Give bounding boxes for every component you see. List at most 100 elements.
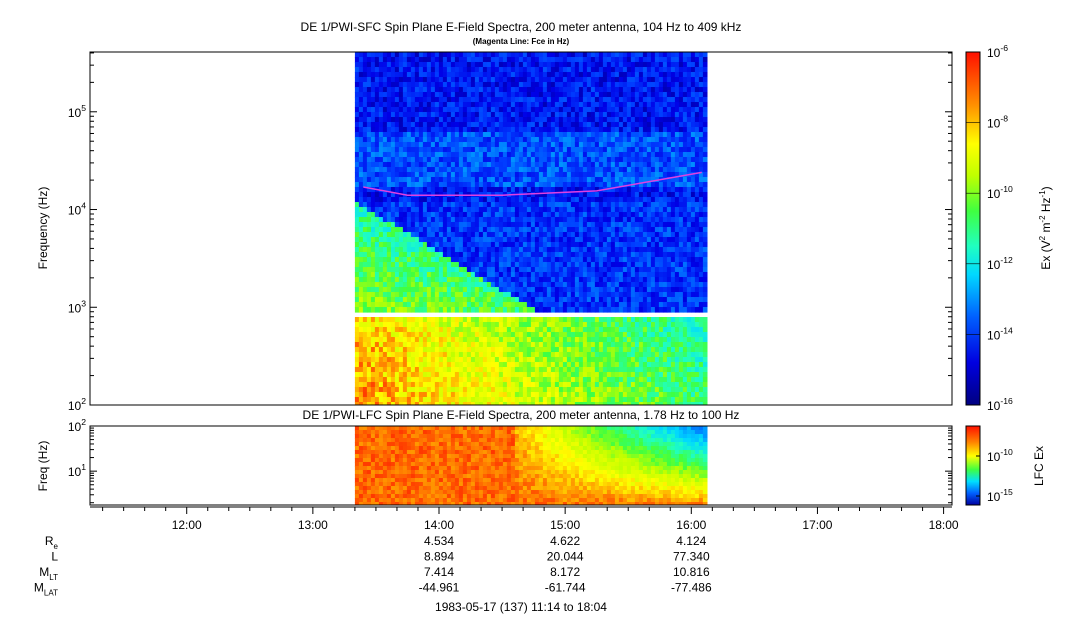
top-heatmap-cell — [522, 117, 528, 123]
top-heatmap-cell — [466, 67, 472, 73]
top-heatmap-cell — [490, 132, 496, 138]
top-heatmap-cell — [386, 397, 392, 403]
top-heatmap-cell — [378, 247, 384, 253]
top-heatmap-cell — [578, 172, 584, 178]
top-heatmap-cell — [486, 262, 492, 268]
top-heatmap-cell — [510, 67, 516, 73]
top-heatmap-cell — [530, 162, 536, 168]
top-heatmap-cell — [394, 142, 400, 148]
top-heatmap-cell — [526, 207, 532, 213]
top-heatmap-cell — [454, 307, 460, 313]
top-heatmap-cell — [390, 112, 396, 118]
top-heatmap-cell — [594, 202, 600, 208]
top-heatmap-cell — [402, 292, 408, 298]
top-heatmap-cell — [558, 102, 564, 108]
top-heatmap-cell — [626, 167, 632, 173]
top-heatmap-cell — [614, 182, 620, 188]
top-heatmap-cell — [406, 272, 412, 278]
top-heatmap-cell — [542, 382, 548, 388]
top-heatmap-cell — [386, 107, 392, 113]
top-heatmap-cell — [358, 392, 364, 398]
top-heatmap-cell — [510, 227, 516, 233]
top-heatmap-cell — [562, 127, 568, 133]
top-heatmap-cell — [410, 117, 416, 123]
top-heatmap-cell — [366, 147, 372, 153]
top-heatmap-cell — [446, 252, 452, 258]
top-heatmap-cell — [430, 157, 436, 163]
top-heatmap-cell — [358, 82, 364, 88]
top-heatmap-cell — [398, 117, 404, 123]
top-heatmap-cell — [534, 202, 540, 208]
top-heatmap-cell — [506, 402, 512, 405]
top-heatmap-cell — [394, 117, 400, 123]
top-heatmap-cell — [618, 367, 624, 373]
top-heatmap-cell — [378, 157, 384, 163]
top-heatmap-cell — [362, 287, 368, 293]
top-heatmap-cell — [386, 157, 392, 163]
top-heatmap-cell — [530, 342, 536, 348]
top-heatmap-cell — [522, 392, 528, 398]
top-heatmap-cell — [418, 82, 424, 88]
top-heatmap-cell — [506, 207, 512, 213]
top-heatmap-cell — [462, 302, 468, 308]
top-heatmap-cell — [582, 137, 588, 143]
top-heatmap-cell — [622, 162, 628, 168]
top-heatmap-cell — [618, 257, 624, 263]
top-heatmap-cell — [522, 237, 528, 243]
top-heatmap-cell — [534, 222, 540, 228]
top-heatmap-cell — [550, 142, 556, 148]
top-heatmap-cell — [570, 182, 576, 188]
top-heatmap-cell — [394, 147, 400, 153]
top-heatmap-cell — [374, 62, 380, 68]
top-heatmap-cell — [570, 307, 576, 313]
top-heatmap-cell — [610, 327, 616, 333]
top-heatmap-cell — [478, 157, 484, 163]
top-heatmap-cell — [482, 127, 488, 133]
top-heatmap-cell — [602, 242, 608, 248]
top-heatmap-cell — [554, 67, 560, 73]
top-heatmap-cell — [502, 147, 508, 153]
top-heatmap-cell — [554, 97, 560, 103]
top-heatmap-cell — [494, 62, 500, 68]
top-heatmap-cell — [534, 162, 540, 168]
top-heatmap-cell — [390, 72, 396, 78]
top-heatmap-cell — [602, 177, 608, 183]
top-heatmap-cell — [590, 402, 596, 405]
top-heatmap-cell — [582, 287, 588, 293]
top-heatmap-cell — [566, 197, 572, 203]
top-heatmap-cell — [542, 102, 548, 108]
top-heatmap-cell — [506, 157, 512, 163]
top-heatmap-cell — [586, 197, 592, 203]
top-heatmap-cell — [478, 397, 484, 403]
top-heatmap-cell — [390, 172, 396, 178]
top-heatmap-cell — [534, 82, 540, 88]
top-heatmap-cell — [534, 262, 540, 268]
top-heatmap-cell — [594, 387, 600, 393]
top-heatmap-cell — [578, 157, 584, 163]
top-heatmap-cell — [390, 247, 396, 253]
top-heatmap-cell — [382, 157, 388, 163]
top-heatmap-cell — [466, 127, 472, 133]
top-heatmap-cell — [466, 152, 472, 158]
top-heatmap-cell — [546, 112, 552, 118]
top-heatmap-cell — [410, 202, 416, 208]
top-heatmap-cell — [594, 122, 600, 128]
top-heatmap-cell — [590, 112, 596, 118]
top-heatmap-cell — [370, 357, 376, 363]
top-heatmap-cell — [506, 272, 512, 278]
top-heatmap-cell — [414, 87, 420, 93]
top-heatmap-cell — [374, 162, 380, 168]
top-heatmap-cell — [442, 82, 448, 88]
top-heatmap-cell — [486, 177, 492, 183]
top-heatmap-cell — [434, 277, 440, 283]
top-heatmap-cell — [418, 207, 424, 213]
top-heatmap-cell — [562, 397, 568, 403]
top-heatmap-cell — [470, 207, 476, 213]
top-heatmap-cell — [522, 92, 528, 98]
top-heatmap-cell — [518, 132, 524, 138]
top-heatmap-cell — [438, 97, 444, 103]
top-heatmap-cell — [406, 262, 412, 268]
top-heatmap-cell — [514, 372, 520, 378]
top-heatmap-cell — [486, 302, 492, 308]
top-heatmap-cell — [534, 342, 540, 348]
